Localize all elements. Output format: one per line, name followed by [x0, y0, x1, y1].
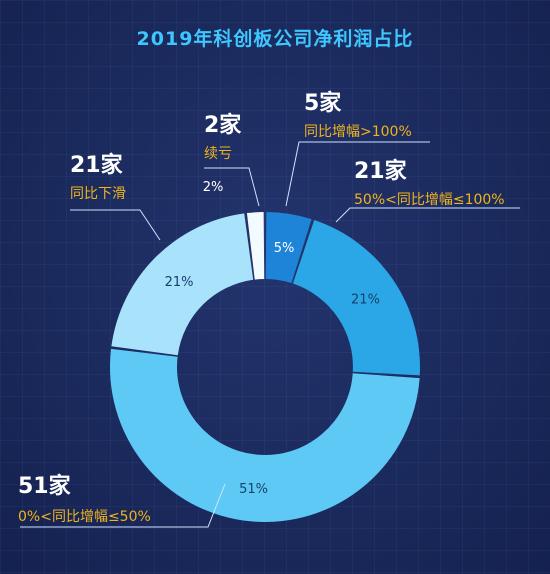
- slice-count-label: 5家: [304, 90, 342, 116]
- slice-description-label: 同比增幅>100%: [304, 124, 412, 140]
- slice-count-label: 2家: [204, 112, 242, 138]
- leader-line: [285, 141, 430, 207]
- slice-description-label: 续亏: [204, 145, 232, 162]
- donut-slice-21%: [292, 220, 420, 376]
- slice-percent-label: 5%: [274, 241, 295, 256]
- slice-count-label: 21家: [354, 158, 408, 184]
- donut-slice-2%: [246, 212, 265, 280]
- leader-line: [335, 207, 520, 223]
- slice-count-label: 51家: [18, 473, 72, 499]
- leader-line: [20, 483, 226, 528]
- slice-percent-label: 2%: [203, 180, 224, 195]
- donut-slice-21%: [111, 213, 254, 356]
- leader-line: [204, 167, 260, 207]
- donut-slice-51%: [110, 348, 420, 522]
- slice-description-label: 50%<同比增幅≤100%: [354, 192, 505, 208]
- slice-percent-label: 51%: [239, 482, 268, 497]
- slice-percent-label: 21%: [351, 293, 380, 308]
- slice-count-label: 21家: [70, 152, 124, 178]
- chart-title: 2019年科创板公司净利润占比: [136, 28, 414, 50]
- slice-description-label: 0%<同比增幅≤50%: [18, 509, 151, 525]
- donut-slice-5%: [265, 212, 312, 284]
- leader-line: [70, 209, 161, 241]
- slice-percent-label: 21%: [165, 275, 194, 290]
- slice-description-label: 同比下滑: [70, 185, 126, 202]
